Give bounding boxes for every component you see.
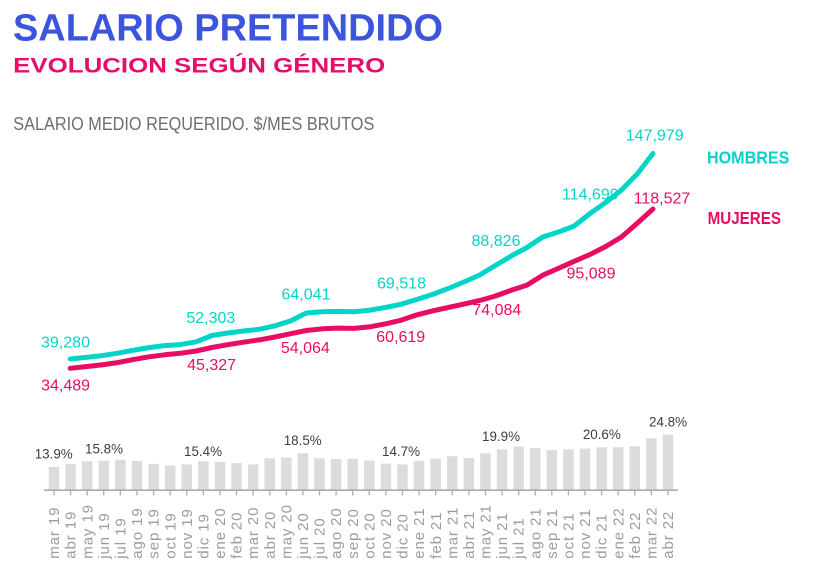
svg-text:dic 19: dic 19 xyxy=(195,513,212,558)
svg-text:54,064: 54,064 xyxy=(281,340,330,357)
svg-text:24.8%: 24.8% xyxy=(649,415,687,430)
svg-text:69,518: 69,518 xyxy=(377,276,426,293)
svg-text:34,489: 34,489 xyxy=(41,378,90,395)
svg-text:jun 19: jun 19 xyxy=(96,512,113,559)
svg-text:oct 19: oct 19 xyxy=(162,512,179,558)
svg-text:mar 22: mar 22 xyxy=(643,507,660,559)
svg-text:dic 20: dic 20 xyxy=(395,513,412,558)
svg-text:ene 22: ene 22 xyxy=(610,507,627,558)
svg-text:abr 22: abr 22 xyxy=(660,511,677,559)
svg-text:ene 20: ene 20 xyxy=(212,507,229,558)
svg-text:mar 21: mar 21 xyxy=(444,507,461,559)
svg-text:may 21: may 21 xyxy=(478,504,495,559)
svg-text:95,089: 95,089 xyxy=(567,266,616,283)
svg-text:jul 21: jul 21 xyxy=(511,517,528,559)
svg-text:oct 20: oct 20 xyxy=(361,512,378,558)
svg-text:39,280: 39,280 xyxy=(41,335,90,352)
svg-text:dic 21: dic 21 xyxy=(594,513,611,558)
svg-text:15.4%: 15.4% xyxy=(184,444,222,459)
svg-text:74,084: 74,084 xyxy=(472,302,521,319)
svg-text:jul 20: jul 20 xyxy=(312,517,329,559)
svg-text:118,527: 118,527 xyxy=(634,190,691,207)
svg-text:jul 19: jul 19 xyxy=(112,517,129,559)
svg-text:19.9%: 19.9% xyxy=(482,429,520,444)
svg-text:15.8%: 15.8% xyxy=(85,441,123,456)
svg-text:nov 20: nov 20 xyxy=(378,508,395,558)
svg-text:sep 21: sep 21 xyxy=(544,508,561,558)
svg-text:SALARIO MEDIO REQUERIDO. $/MES: SALARIO MEDIO REQUERIDO. $/MES BRUTOS xyxy=(13,114,374,134)
svg-text:60,619: 60,619 xyxy=(376,329,425,346)
svg-text:sep 19: sep 19 xyxy=(146,508,163,558)
svg-text:147,979: 147,979 xyxy=(626,127,684,144)
svg-text:114,699: 114,699 xyxy=(562,186,619,203)
svg-text:ago 19: ago 19 xyxy=(129,507,146,558)
svg-text:abr 21: abr 21 xyxy=(461,511,478,559)
svg-text:feb 21: feb 21 xyxy=(428,512,445,559)
svg-text:abr 20: abr 20 xyxy=(262,511,279,559)
svg-text:nov 19: nov 19 xyxy=(179,508,196,558)
svg-text:45,327: 45,327 xyxy=(187,357,236,374)
svg-text:14.7%: 14.7% xyxy=(382,444,420,459)
svg-text:may 19: may 19 xyxy=(79,504,96,559)
svg-text:mar 20: mar 20 xyxy=(245,507,262,559)
svg-text:may 20: may 20 xyxy=(278,504,295,559)
svg-text:ago 21: ago 21 xyxy=(527,507,544,558)
svg-text:jun 21: jun 21 xyxy=(494,512,511,559)
svg-text:jun 20: jun 20 xyxy=(295,512,312,559)
svg-text:18.5%: 18.5% xyxy=(284,433,322,448)
svg-text:oct 21: oct 21 xyxy=(561,512,578,558)
svg-text:52,303: 52,303 xyxy=(186,310,235,327)
svg-text:SALARIO PRETENDIDO: SALARIO PRETENDIDO xyxy=(13,7,443,49)
svg-text:HOMBRES: HOMBRES xyxy=(707,148,789,168)
svg-text:mar 19: mar 19 xyxy=(46,507,63,559)
svg-text:sep 20: sep 20 xyxy=(345,508,362,558)
svg-text:ene 21: ene 21 xyxy=(411,507,428,558)
svg-text:64,041: 64,041 xyxy=(282,287,331,304)
svg-text:feb 22: feb 22 xyxy=(627,512,644,559)
svg-text:88,826: 88,826 xyxy=(472,233,521,250)
svg-text:ago 20: ago 20 xyxy=(328,507,345,558)
svg-text:MUJERES: MUJERES xyxy=(708,208,781,228)
svg-text:nov 21: nov 21 xyxy=(577,508,594,558)
svg-text:abr 19: abr 19 xyxy=(63,511,80,559)
svg-text:20.6%: 20.6% xyxy=(583,427,621,442)
svg-text:feb 20: feb 20 xyxy=(229,512,246,559)
svg-text:EVOLUCION SEGÚN GÉNERO: EVOLUCION SEGÚN GÉNERO xyxy=(13,53,385,78)
svg-text:13.9%: 13.9% xyxy=(35,447,73,462)
